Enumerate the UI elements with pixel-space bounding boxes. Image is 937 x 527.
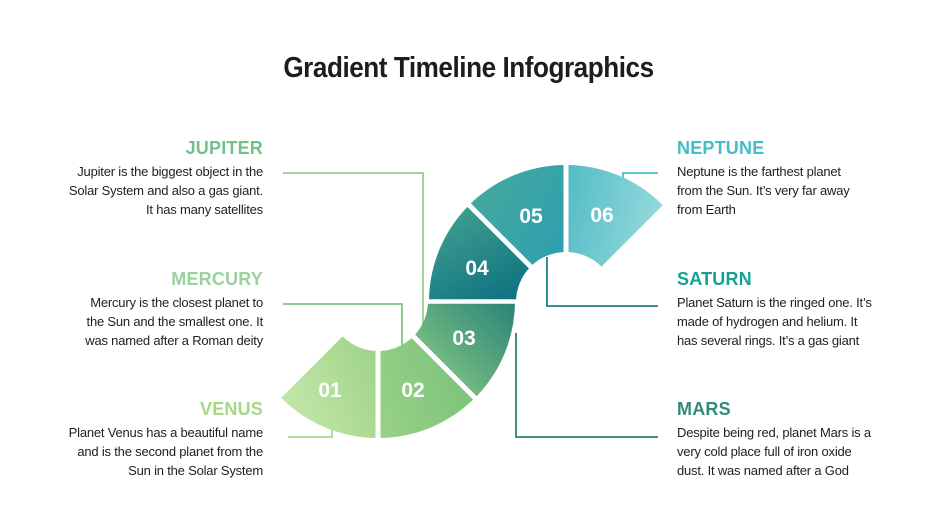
planet-block-jupiter: JUPITER Jupiter is the biggest object in… (33, 138, 263, 219)
wedge-02 (378, 336, 475, 438)
connector-line-saturn (546, 257, 658, 307)
connector-line-neptune (622, 172, 658, 179)
wedge-04 (428, 205, 531, 302)
wedge-06 (566, 164, 663, 267)
planet-description-saturn: Planet Saturn is the ringed one. It’s ma… (677, 295, 872, 348)
wedge-separator-04-05 (462, 198, 538, 274)
planet-block-neptune: NEPTUNE Neptune is the farthest planet f… (677, 138, 912, 219)
planet-name-neptune: NEPTUNE (677, 138, 765, 158)
planet-block-venus: VENUS Planet Venus has a beautiful name … (33, 399, 264, 480)
wedge-number-06: 06 (590, 204, 613, 227)
wedge-05 (469, 164, 566, 267)
planet-name-saturn: SATURN (677, 269, 752, 289)
planet-description-neptune: Neptune is the farthest planet from the … (677, 164, 850, 217)
planet-name-mercury: MERCURY (171, 269, 263, 289)
wedge-01 (281, 336, 378, 438)
connector-line-venus (288, 428, 333, 438)
wedge-number-05: 05 (519, 205, 543, 228)
wedge-number-01: 01 (318, 379, 342, 402)
wedge-number-03: 03 (452, 327, 475, 350)
planet-description-jupiter: Jupiter is the biggest object in the Sol… (68, 164, 263, 217)
page-title: Gradient Timeline Infographics (283, 52, 654, 84)
wedge-number-02: 02 (401, 379, 424, 402)
wedge-number-04: 04 (465, 257, 489, 280)
planet-name-venus: VENUS (199, 399, 263, 419)
wedge-03 (413, 301, 515, 398)
wedge-separator-02-03 (406, 329, 483, 406)
planet-name-jupiter: JUPITER (185, 138, 263, 158)
planet-block-mars: MARS Despite being red, planet Mars is a… (677, 399, 912, 480)
planet-name-mars: MARS (677, 399, 731, 419)
connector-line-mars (515, 333, 658, 438)
connector-line-mercury (283, 303, 403, 349)
planet-description-venus: Planet Venus has a beautiful name and is… (68, 425, 264, 478)
planet-description-mars: Despite being red, planet Mars is a very… (677, 425, 871, 478)
planet-block-saturn: SATURN Planet Saturn is the ringed one. … (677, 269, 912, 350)
planet-description-mercury: Mercury is the closest planet to the Sun… (85, 295, 263, 348)
planet-block-mercury: MERCURY Mercury is the closest planet to… (33, 269, 263, 350)
connector-line-jupiter (283, 172, 424, 350)
